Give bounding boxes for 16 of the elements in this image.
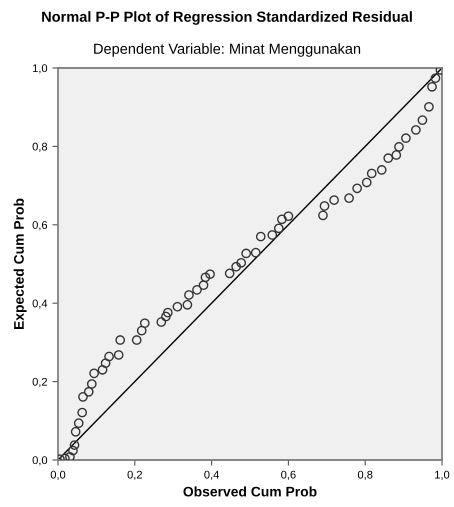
x-tick-label: 0,4 (204, 470, 219, 480)
x-axis-title: Observed Cum Prob (183, 486, 317, 497)
x-tick-label: 0,2 (128, 470, 142, 480)
x-tick-label: 0,6 (281, 470, 296, 480)
y-tick-label: 0,0 (32, 456, 48, 466)
chart-subtitle: Dependent Variable: Minat Menggunakan (94, 43, 360, 57)
chart-title: Normal P-P Plot of Regression Standardized Residual (42, 11, 412, 25)
x-tick-label: 0,8 (358, 470, 372, 480)
x-tick-label: 0,0 (50, 470, 66, 480)
y-tick-label: 0,8 (32, 142, 48, 152)
y-tick-label: 0,6 (32, 221, 48, 230)
x-tick-label: 1,0 (435, 470, 450, 480)
y-tick-label: 1,0 (32, 64, 48, 74)
y-axis-title: Expected Cum Prob (14, 198, 27, 330)
y-tick-label: 0,4 (32, 299, 48, 309)
y-tick-label: 0,2 (32, 378, 48, 388)
